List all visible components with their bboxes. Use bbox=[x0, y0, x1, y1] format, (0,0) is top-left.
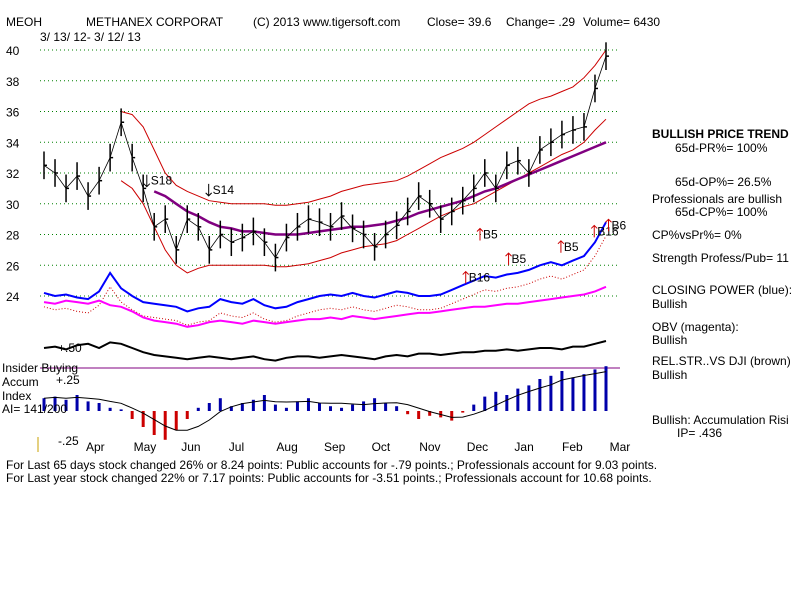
y-tick-label: 38 bbox=[6, 75, 20, 89]
professionals-status: Professionals are bullish bbox=[652, 192, 783, 206]
cp-vs-pr: CP%vsPr%= 0% bbox=[652, 228, 742, 242]
closing-power-label: CLOSING POWER (blue): bbox=[652, 283, 793, 297]
index-label: Index bbox=[2, 389, 32, 403]
buy-arrow bbox=[476, 227, 484, 241]
accum-ma-line bbox=[43, 371, 607, 431]
relstr-status: Bullish bbox=[652, 368, 688, 382]
obv-label: OBV (magenta): bbox=[652, 320, 739, 334]
volume-value: Volume= 6430 bbox=[583, 15, 661, 29]
strength-ratio: Strength Profess/Pub= 11 bbox=[652, 251, 789, 265]
upper-band-line bbox=[120, 49, 607, 206]
buy-signal-label: B6 bbox=[612, 218, 627, 232]
buy-arrow bbox=[590, 224, 598, 238]
lower-band-line bbox=[120, 118, 607, 274]
relstr-label: REL.STR..VS DJI (brown) bbox=[652, 354, 791, 368]
sell-arrow bbox=[143, 174, 151, 188]
relstr-line bbox=[43, 340, 607, 362]
y-tick-label: 28 bbox=[6, 229, 20, 243]
company-name: METHANEX CORPORAT bbox=[86, 15, 224, 29]
plus25-label: +.25 bbox=[56, 373, 80, 387]
cp65: 65d-CP%= 100% bbox=[675, 205, 768, 219]
x-tick-label: Feb bbox=[562, 440, 583, 454]
x-tick-label: Jan bbox=[514, 440, 533, 454]
buy-arrow bbox=[505, 252, 512, 266]
y-tick-label: 40 bbox=[6, 44, 20, 58]
op65: 65d-OP%= 26.5% bbox=[675, 175, 772, 189]
obv-status: Bullish bbox=[652, 333, 688, 347]
buy-arrow bbox=[605, 218, 612, 232]
sell-signal-label: S14 bbox=[213, 183, 235, 197]
copyright: (C) 2013 www.tigersoft.com bbox=[253, 15, 401, 29]
closing-power-line bbox=[43, 221, 607, 313]
ticker: MEOH bbox=[6, 15, 42, 29]
x-tick-label: Mar bbox=[610, 440, 631, 454]
insider-buying-label: Insider Buying bbox=[2, 361, 79, 375]
x-tick-label: Oct bbox=[372, 440, 391, 454]
buy-signal-label: B5 bbox=[483, 228, 498, 242]
x-tick-label: Jul bbox=[229, 440, 244, 454]
accum-risk: Bullish: Accumulation Risi bbox=[652, 413, 789, 427]
x-tick-label: Aug bbox=[276, 440, 297, 454]
buy-arrow bbox=[557, 240, 565, 253]
x-tick-label: May bbox=[134, 440, 157, 454]
x-tick-label: Dec bbox=[467, 440, 488, 454]
plus50-label: +.50 bbox=[58, 341, 82, 355]
y-tick-label: 26 bbox=[6, 259, 20, 273]
price-line bbox=[43, 55, 607, 259]
change-value: Change= .29 bbox=[506, 15, 576, 29]
footer-year: For Last year stock changed 22% or 7.17 … bbox=[6, 471, 652, 485]
sell-signal-label: S18 bbox=[151, 174, 173, 188]
ai-value: AI= 141/200 bbox=[2, 402, 68, 416]
closing-power-status: Bullish bbox=[652, 297, 688, 311]
accum-label: Accum bbox=[2, 375, 39, 389]
obv-line bbox=[43, 285, 607, 328]
x-tick-label: Sep bbox=[324, 440, 346, 454]
y-tick-label: 30 bbox=[6, 198, 20, 212]
y-tick-label: 24 bbox=[6, 290, 20, 304]
y-tick-label: 34 bbox=[6, 136, 20, 150]
y-tick-label: 32 bbox=[6, 167, 20, 181]
sell-arrow bbox=[205, 183, 213, 197]
trend-title: BULLISH PRICE TREND bbox=[652, 127, 789, 141]
x-tick-label: Jun bbox=[181, 440, 200, 454]
date-range: 3/ 13/ 12- 3/ 12/ 13 bbox=[40, 30, 141, 44]
pr65: 65d-PR%= 100% bbox=[675, 141, 768, 155]
close-value: Close= 39.6 bbox=[427, 15, 492, 29]
buy-signal-label: B16 bbox=[469, 271, 491, 285]
closing-power-ma-line bbox=[43, 235, 607, 326]
x-tick-label: Nov bbox=[419, 440, 440, 454]
x-tick-label: Apr bbox=[86, 440, 105, 454]
buy-arrow bbox=[462, 270, 470, 284]
buy-signal-label: B5 bbox=[564, 240, 579, 254]
ip-value: IP= .436 bbox=[677, 426, 723, 440]
footer-65day: For Last 65 days stock changed 26% or 8.… bbox=[6, 458, 658, 472]
y-tick-label: 36 bbox=[6, 106, 20, 120]
minus25-label: -.25 bbox=[58, 434, 79, 448]
buy-signal-label: B5 bbox=[512, 252, 527, 266]
buy-signal-label: B16 bbox=[597, 224, 619, 238]
